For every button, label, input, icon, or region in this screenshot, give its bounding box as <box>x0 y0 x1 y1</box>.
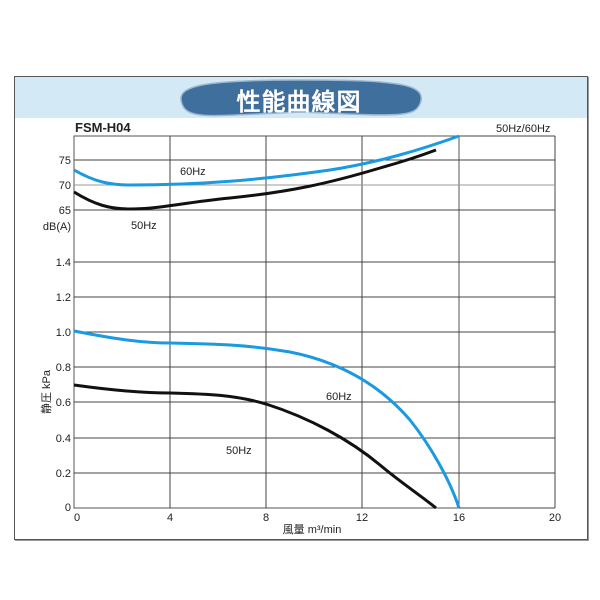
noise-50hz-label: 50Hz <box>131 220 157 232</box>
noise-curve-60hz <box>73 134 460 187</box>
y-tick-75: 75 <box>59 155 71 167</box>
frequency-note: 50Hz/60Hz <box>496 123 551 135</box>
y-tick-1.2: 1.2 <box>56 292 71 304</box>
y-tick-0.8: 0.8 <box>56 362 71 374</box>
noise-curve-50hz <box>73 148 437 211</box>
pressure-curve-60hz <box>73 329 461 509</box>
y-tick-65: 65 <box>59 205 71 217</box>
x-tick-4: 4 <box>167 512 173 524</box>
x-tick-16: 16 <box>453 512 465 524</box>
x-tick-12: 12 <box>356 512 368 524</box>
x-tick-8: 8 <box>263 512 269 524</box>
chart-title: 性能曲線図 <box>236 88 362 116</box>
db-unit-label: dB(A) <box>43 221 71 233</box>
pressure-curve-50hz <box>73 383 437 510</box>
pressure-axis-label: 静圧 kPa <box>39 369 53 414</box>
pressure-50hz-label: 50Hz <box>226 445 252 457</box>
y-tick-0.4: 0.4 <box>56 433 71 445</box>
x-tick-0: 0 <box>74 512 80 524</box>
x-tick-20: 20 <box>549 512 561 524</box>
model-name: FSM-H04 <box>75 120 131 135</box>
y-tick-1.0: 1.0 <box>56 327 71 339</box>
x-axis-label: 風量 m³/min <box>283 523 342 536</box>
y-tick-0.2: 0.2 <box>56 468 71 480</box>
y-tick-70: 70 <box>59 180 71 192</box>
noise-60hz-label: 60Hz <box>180 166 206 178</box>
title-pill <box>180 79 422 117</box>
grid <box>73 135 556 509</box>
y-tick-1.4: 1.4 <box>56 257 71 269</box>
y-tick-0.6: 0.6 <box>56 397 71 409</box>
y-tick-0: 0 <box>65 502 71 514</box>
pressure-60hz-label: 60Hz <box>326 391 352 403</box>
